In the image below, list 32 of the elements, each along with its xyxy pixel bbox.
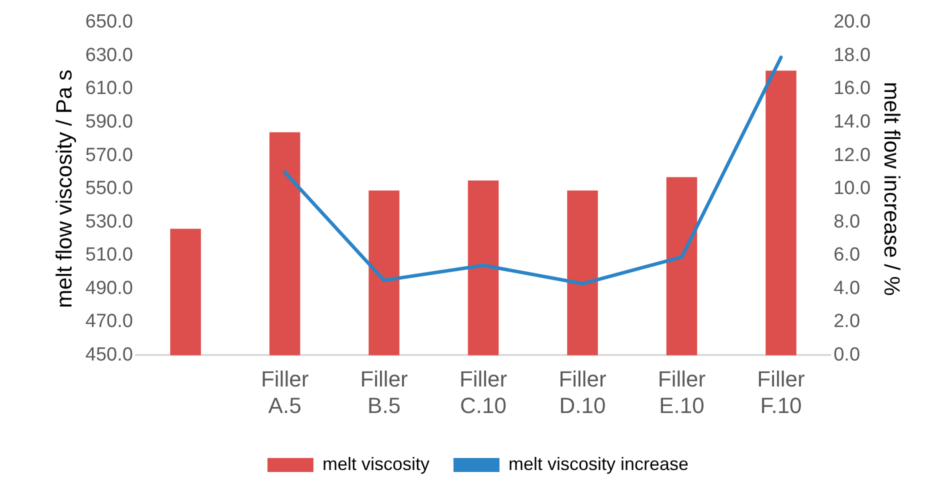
y2-tick-label: 8.0 [834,211,860,232]
y-tick-label: 630.0 [85,44,133,66]
y-axis-title: melt flow viscosity / Pa s [51,70,76,308]
x-tick-label: Filler A.5 [260,366,309,418]
y-tick-label: 590.0 [85,111,133,132]
y-tick-label: 470.0 [85,311,133,332]
x-tick-label: Filler D.10 [558,366,606,418]
y-tick-label: 610.0 [85,78,133,100]
legend-label: melt viscosity increase [508,454,689,474]
y2-tick-label: 6.0 [834,244,860,266]
y2-tick-label: 20.0 [834,12,871,33]
x-tick-label: Filler B.5 [360,366,408,418]
y-tick-label: 570.0 [85,144,133,166]
y2-axis-title: melt flow increase / % [880,82,905,296]
y2-tick-label: 14.0 [834,111,871,132]
y2-tick-label: 12.0 [834,144,871,166]
y-tick-label: 450.0 [85,344,133,366]
y2-tick-label: 4.0 [834,278,860,299]
legend-label: melt viscosity [322,454,430,474]
y-tick-label: 650.0 [85,12,133,33]
y2-tick-label: 2.0 [834,311,860,332]
x-tick-label: Filler C.10 [459,366,508,418]
y-tick-label: 530.0 [85,211,133,232]
y2-tick-label: 0.0 [834,344,860,366]
y2-tick-label: 16.0 [834,78,871,100]
y-tick-label: 510.0 [85,244,133,266]
y2-tick-label: 18.0 [834,44,871,66]
y-tick-label: 550.0 [85,178,133,200]
x-tick-label: Filler F.10 [757,366,805,418]
y2-tick-label: 10.0 [834,178,871,200]
y-tick-label: 490.0 [85,278,133,299]
x-tick-label: Filler E.10 [658,366,706,418]
